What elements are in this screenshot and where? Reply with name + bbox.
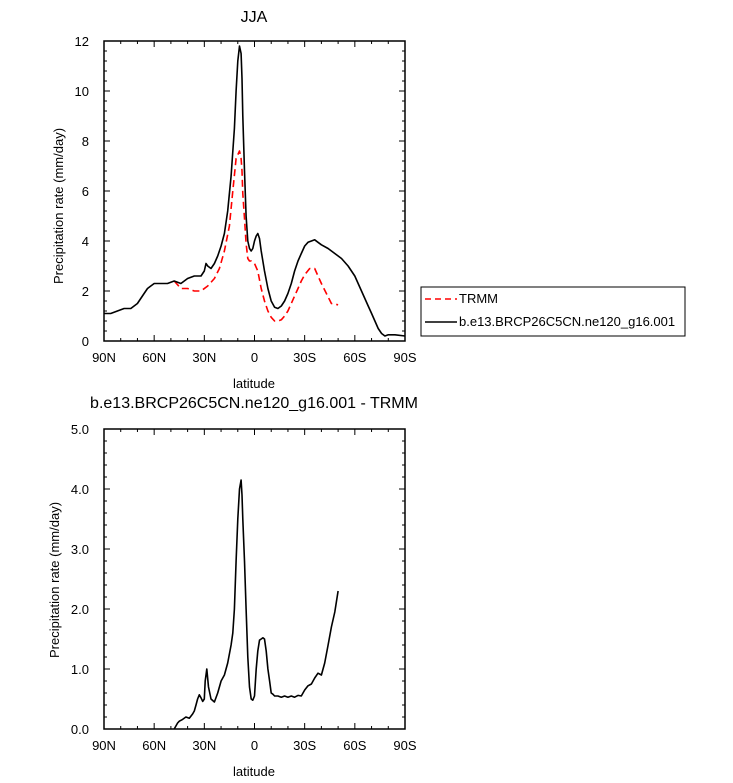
x-tick-label: 0 <box>251 350 258 365</box>
top-chart: JJA Precipitation rate (mm/day) latitude… <box>51 9 417 391</box>
y-tick-label: 0 <box>82 334 89 349</box>
x-tick-label: 60N <box>142 738 166 753</box>
y-tick-label: 6 <box>82 184 89 199</box>
top-chart-y-axis-label: Precipitation rate (mm/day) <box>51 128 66 284</box>
y-tick-label: 0.0 <box>71 722 89 737</box>
y-tick-label: 8 <box>82 134 89 149</box>
x-tick-label: 90S <box>393 738 416 753</box>
bottom-chart-series <box>173 479 339 730</box>
series-line-trmm <box>173 150 339 322</box>
x-tick-label: 90S <box>393 350 416 365</box>
x-tick-label: 30S <box>293 738 316 753</box>
top-chart-x-axis-label: latitude <box>233 376 275 391</box>
top-chart-title: JJA <box>241 9 268 26</box>
y-tick-label: 10 <box>75 84 89 99</box>
legend-box <box>420 286 686 337</box>
y-tick-label: 4.0 <box>71 482 89 497</box>
bottom-chart-y-axis-label: Precipitation rate (mm/day) <box>47 502 62 658</box>
x-tick-label: 90N <box>92 350 116 365</box>
x-tick-label: 60N <box>142 350 166 365</box>
bottom-chart: b.e13.BRCP26C5CN.ne120_g16.001 - TRMM Pr… <box>47 395 418 779</box>
series-line-difference <box>173 479 339 730</box>
x-tick-label: 30S <box>293 350 316 365</box>
series-line-b-e13-brcp26c5cn-ne120-g16-001 <box>104 45 406 337</box>
top-chart-ticks: 90N 60N 30N 0 30S 60S 90S 0 2 4 6 8 10 12 <box>75 34 417 365</box>
y-tick-label: 3.0 <box>71 542 89 557</box>
y-tick-label: 4 <box>82 234 89 249</box>
legend-trmm-label: TRMM <box>459 291 498 306</box>
x-tick-label: 30N <box>192 738 216 753</box>
legend: TRMM b.e13.BRCP26C5CN.ne120_g16.001 <box>420 286 686 337</box>
x-tick-label: 30N <box>192 350 216 365</box>
bottom-chart-title: b.e13.BRCP26C5CN.ne120_g16.001 - TRMM <box>90 395 418 412</box>
top-chart-series <box>104 45 406 337</box>
x-tick-label: 60S <box>343 350 366 365</box>
x-tick-label: 60S <box>343 738 366 753</box>
x-tick-label: 90N <box>92 738 116 753</box>
x-tick-label: 0 <box>251 738 258 753</box>
bottom-chart-ticks: 90N 60N 30N 0 30S 60S 90S 0.0 1.0 2.0 3.0 4.0 5.0 <box>71 422 417 753</box>
y-tick-label: 2.0 <box>71 602 89 617</box>
y-tick-label: 1.0 <box>71 662 89 677</box>
bottom-chart-x-axis-label: latitude <box>233 764 275 779</box>
top-chart-plot-frame <box>103 40 406 342</box>
legend-model-label: b.e13.BRCP26C5CN.ne120_g16.001 <box>459 314 675 329</box>
y-tick-label: 5.0 <box>71 422 89 437</box>
y-tick-label: 12 <box>75 34 89 49</box>
bottom-chart-plot-frame <box>103 428 406 730</box>
y-tick-label: 2 <box>82 284 89 299</box>
